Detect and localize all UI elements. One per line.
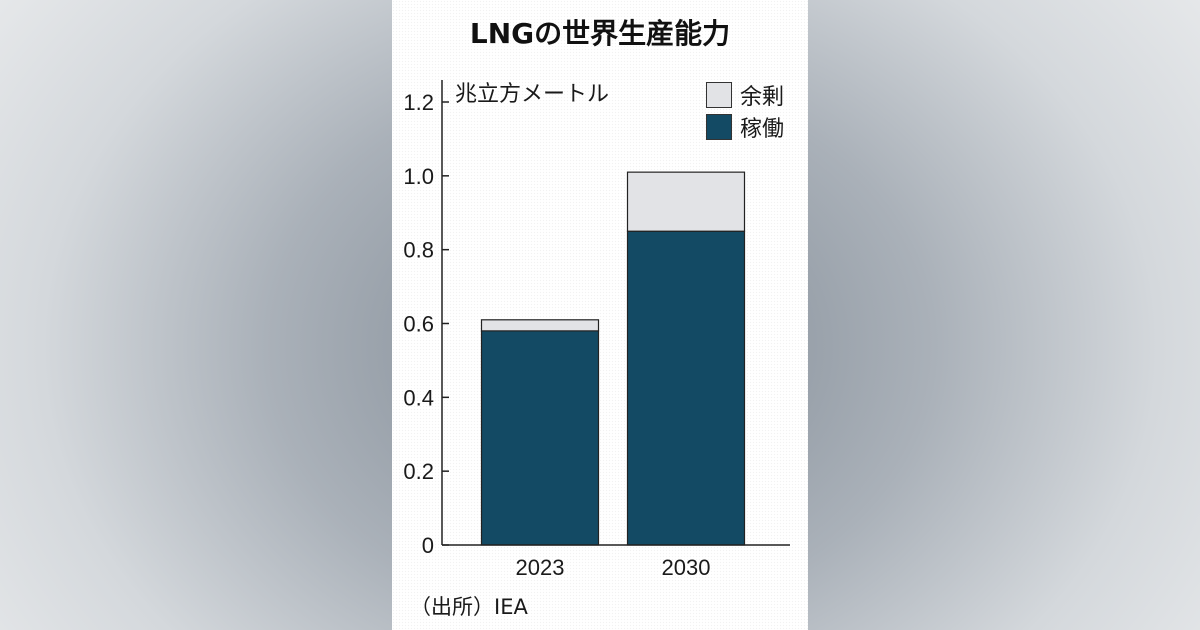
y-tick-label: 0.2 <box>403 459 434 484</box>
bar-segment-surplus <box>626 171 746 232</box>
legend-item-surplus: 余剰 <box>706 79 784 111</box>
y-axis-unit-label: 兆立方メートル <box>455 82 610 107</box>
chart-title: LNGの世界生産能力 <box>469 17 731 50</box>
y-axis-ticks: 0 0.2 0.4 0.6 0.8 1.0 1.2 <box>403 90 449 558</box>
x-tick-label: 2023 <box>516 555 565 580</box>
legend-label-operating: 稼働 <box>740 117 785 142</box>
legend-swatch-operating <box>706 114 732 140</box>
legend-label-surplus: 余剰 <box>740 85 785 110</box>
bar-segment-surplus <box>480 319 600 332</box>
source-note: （出所）IEA <box>410 595 528 619</box>
y-tick-label: 1.0 <box>403 164 434 189</box>
y-tick-label: 0 <box>422 533 434 558</box>
x-tick-label: 2030 <box>662 555 711 580</box>
chart-card: LNGの世界生産能力 兆立方メートル 余剰 稼働 0 0.2 0.4 0.6 0.8 1.… <box>392 0 808 630</box>
bar-segment-operating <box>626 230 746 546</box>
y-tick-label: 0.4 <box>403 385 434 410</box>
legend-item-operating: 稼働 <box>706 111 784 143</box>
y-tick-label: 0.6 <box>403 312 434 337</box>
legend-swatch-surplus <box>706 82 732 108</box>
bar-segment-operating <box>480 330 600 546</box>
y-tick-label: 0.8 <box>403 238 434 263</box>
bar-chart: 0 0.2 0.4 0.6 0.8 1.0 1.2 2023 2030 <box>403 80 790 580</box>
legend: 余剰 稼働 <box>706 79 784 143</box>
bars <box>480 171 746 546</box>
x-axis-ticks: 2023 2030 <box>516 555 711 580</box>
y-tick-label: 1.2 <box>403 90 434 115</box>
